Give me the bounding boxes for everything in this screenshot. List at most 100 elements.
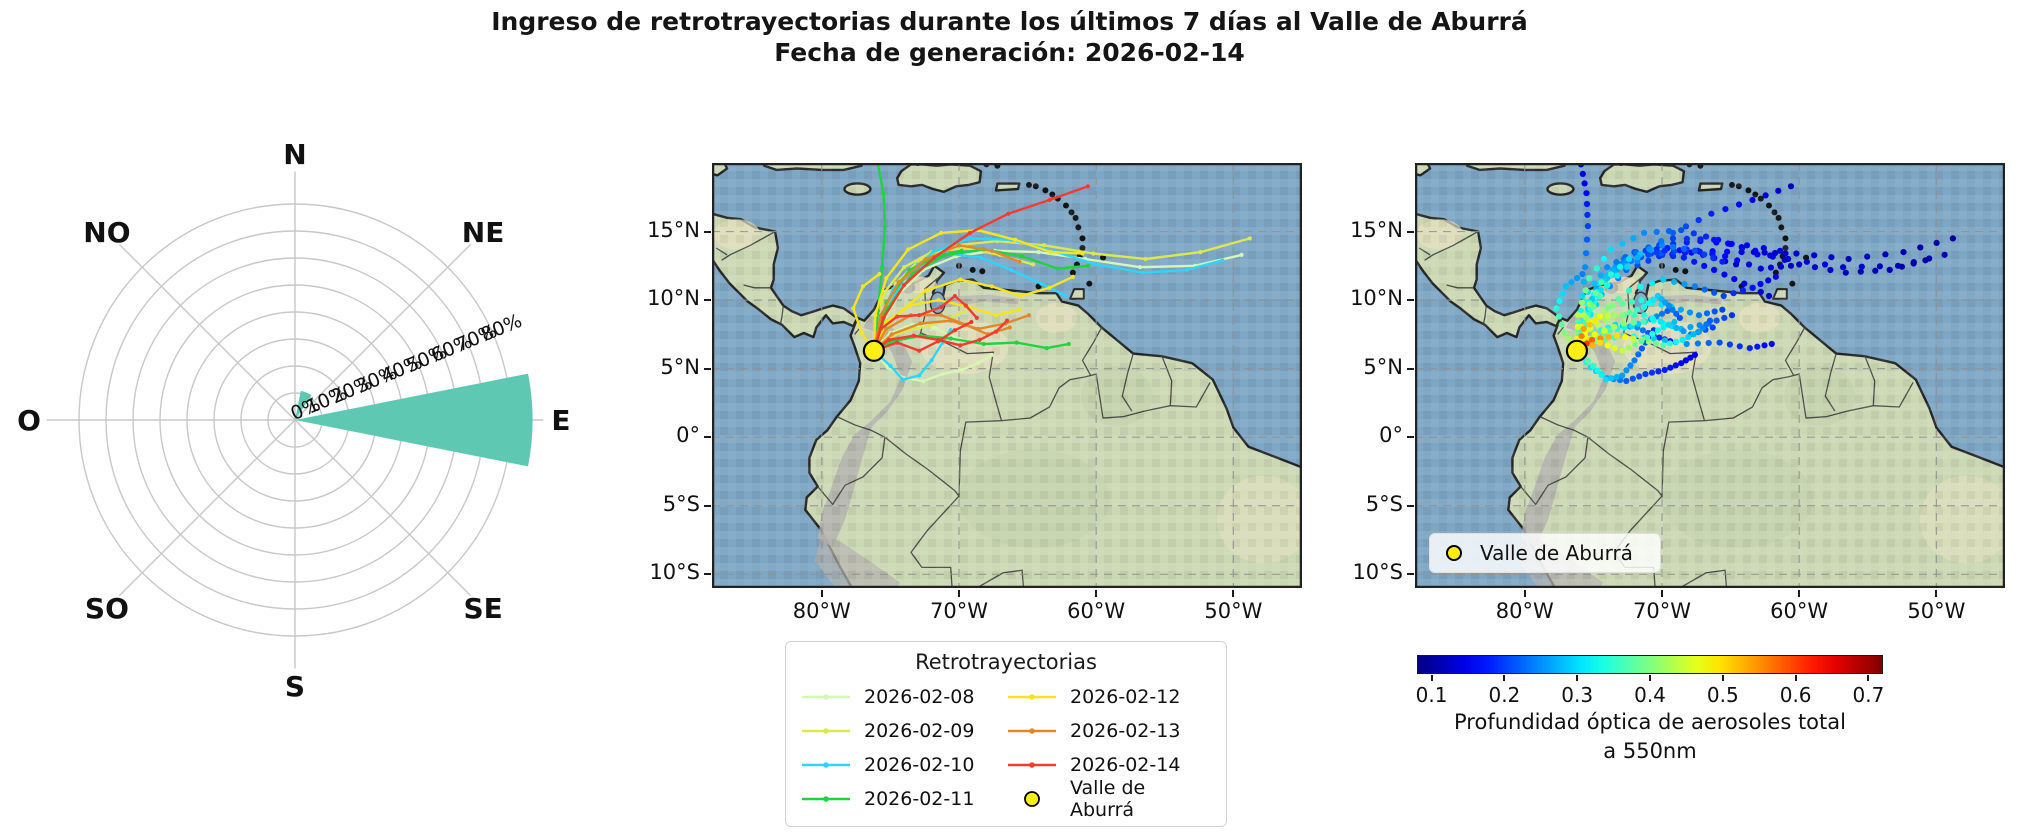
map1-xtick-label: 60°W (1067, 599, 1126, 623)
aod-dot (1671, 278, 1678, 285)
aod-dot (1594, 367, 1601, 374)
aod-dot (1669, 306, 1676, 313)
trajectory-vertex (881, 315, 886, 321)
legend-retrotrajectories: Retrotrayectorias 2026-02-08 2026-02-09 20… (785, 641, 1227, 827)
aod-dot (1597, 272, 1604, 279)
aod-dot (1632, 341, 1639, 348)
aod-dot (1736, 343, 1743, 350)
circle (823, 728, 829, 734)
aod-dot (1710, 255, 1717, 262)
aod-dot (1703, 310, 1711, 317)
trajectory-vertex (956, 243, 962, 248)
aod-dot (1695, 312, 1703, 319)
aod-dot (1735, 201, 1743, 208)
aod-dot (1642, 371, 1649, 378)
aod-dot (1687, 323, 1694, 331)
aod-dot (1694, 340, 1701, 347)
trajectory-vertex (895, 314, 900, 319)
aod-dot (1645, 257, 1652, 264)
aod-dot (1622, 334, 1629, 341)
legend-marker-swatch (1024, 791, 1040, 807)
trajectory-vertex (948, 336, 953, 341)
trajectory-vertex (1036, 250, 1041, 255)
aod-dot (1701, 262, 1708, 269)
trajectory-vertex (932, 255, 937, 260)
aod-dot (1777, 247, 1784, 254)
aod-dot (1626, 309, 1633, 316)
aod-dot (1578, 299, 1586, 306)
map2-xtick-mark (1660, 590, 1663, 597)
aod-dot (1588, 336, 1596, 343)
aod-dot (1614, 272, 1621, 279)
aod-dot (1625, 255, 1633, 263)
legend-line-swatch (802, 796, 850, 802)
trajectory-vertex (873, 313, 878, 318)
aod-dot (1745, 261, 1753, 268)
aod-dot (1680, 254, 1687, 261)
windrose-sector-NNE (295, 390, 312, 420)
trajectory-vertex (1007, 325, 1012, 330)
aod-dot (1641, 229, 1648, 236)
aod-dot (1721, 314, 1728, 321)
aod-dot (1553, 305, 1560, 312)
aod-dot (1583, 314, 1590, 321)
aod-dot (1715, 236, 1722, 243)
aod-dot (1857, 268, 1864, 275)
aod-dot (1584, 223, 1591, 230)
aod-dot (1584, 357, 1591, 364)
aod-dot (1613, 373, 1620, 380)
map1-xtick-mark (1095, 590, 1098, 597)
aod-dot (1886, 266, 1893, 273)
aod-dot (1743, 242, 1751, 249)
trajectories (851, 163, 1252, 384)
retrotrajectory-map (712, 163, 1302, 588)
aod-dot (1568, 279, 1575, 286)
map1-ytick-label: 5°S (662, 491, 700, 516)
aod-dot (1583, 190, 1590, 197)
aod-dot (1691, 351, 1699, 359)
aod-dot (1775, 187, 1782, 194)
aod-dot (1634, 254, 1641, 261)
aod-dot (1690, 331, 1697, 338)
trajectory-vertex (1143, 256, 1148, 262)
aod-dot (1591, 280, 1598, 287)
aod-dot (1597, 313, 1604, 320)
trajectory-vertex (1066, 341, 1071, 347)
aod-dot (1768, 340, 1775, 348)
aod-dot (1722, 253, 1729, 260)
map-frame (712, 163, 1302, 588)
aod-dot (1722, 206, 1729, 213)
aod-dot (1673, 324, 1680, 332)
aod-dot (1656, 334, 1663, 341)
aod-dot (1761, 249, 1768, 256)
legend-line-swatch (1008, 762, 1056, 768)
aod-dot (1582, 287, 1589, 294)
aod-dot (1811, 252, 1818, 259)
map2-ytick-label: 5°N (1363, 354, 1403, 379)
valle-marker-icon (1446, 545, 1462, 561)
aod-dot (1555, 313, 1563, 320)
trajectory-vertex (958, 343, 963, 348)
map1-ytick-label: 15°N (647, 217, 700, 242)
aod-dot (1949, 235, 1956, 242)
aod-dot (1787, 183, 1795, 190)
aod-colorbar (1417, 655, 1883, 674)
aod-dot (1623, 367, 1630, 374)
trajectory-vertex (889, 332, 894, 337)
trajectory-vertex (1055, 266, 1060, 271)
aod-dot (1591, 331, 1598, 338)
trajectory-vertex (977, 337, 982, 342)
legend-item: 2026-02-10 (800, 748, 1006, 782)
legend-item-label: 2026-02-08 (864, 686, 975, 708)
trajectory-vertex (1048, 250, 1054, 255)
aod-dot (1619, 347, 1626, 354)
trajectory-vertex (939, 313, 944, 318)
trajectory-vertex (921, 378, 926, 384)
legend-item: 2026-02-13 (1006, 714, 1212, 748)
trajectory-line (872, 163, 887, 353)
legend-item-label: 2026-02-09 (864, 720, 975, 742)
aod-dot (1583, 250, 1590, 257)
legend-column-1: 2026-02-08 2026-02-09 2026-02-10 2026-02-11 (800, 680, 1006, 816)
trajectory-vertex (936, 297, 941, 303)
map2-ytick-mark (1407, 367, 1414, 370)
